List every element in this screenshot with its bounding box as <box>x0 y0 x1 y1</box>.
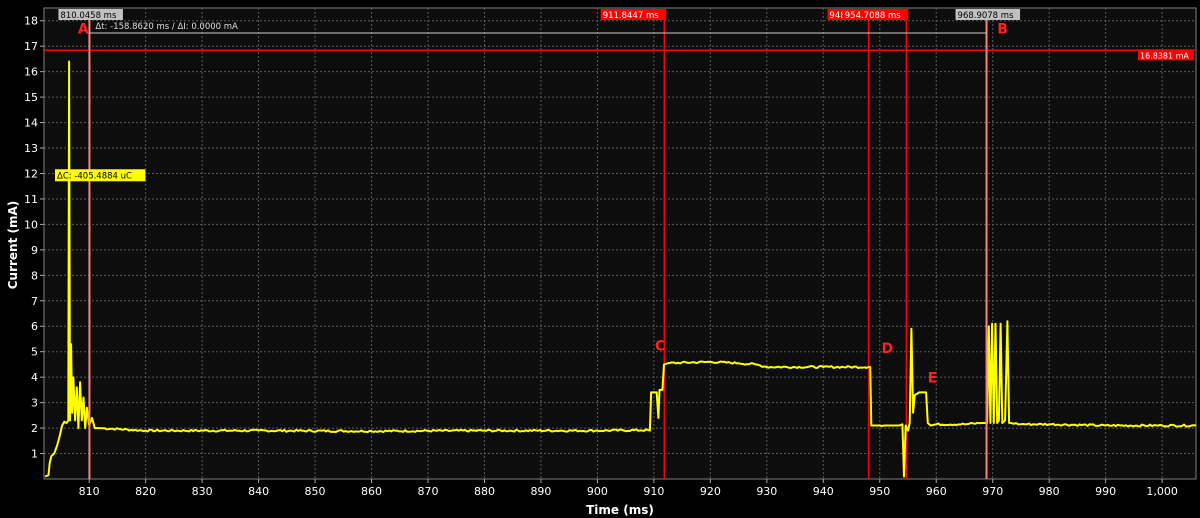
y-tick-label: 15 <box>24 91 38 104</box>
x-tick-label: 880 <box>474 485 495 498</box>
x-axis-ticks: 810 820 830 840 850 860 870 880 890 900 910 920 930 9… <box>79 479 1178 498</box>
x-tick-label: 950 <box>869 485 890 498</box>
threshold-label: 16.8381 mA <box>1140 51 1189 60</box>
marker-label: 911.8447 ms <box>603 11 660 21</box>
current-trace <box>44 60 1197 478</box>
y-tick-label: 14 <box>24 117 38 130</box>
threshold-label-box <box>1138 49 1194 61</box>
x-tick-label: 910 <box>643 485 664 498</box>
y-tick-label: 3 <box>31 397 38 410</box>
y-tick-label: 5 <box>31 346 38 359</box>
annotation-e: E <box>928 370 938 386</box>
x-tick-label: 840 <box>248 485 269 498</box>
charge-label-box <box>55 169 146 182</box>
marker-label-box <box>842 9 909 20</box>
x-tick-label: 870 <box>418 485 439 498</box>
y-tick-label: 7 <box>31 295 38 308</box>
plot-area[interactable] <box>43 7 1197 480</box>
x-tick-label: 960 <box>926 485 947 498</box>
x-tick-label: 930 <box>756 485 777 498</box>
y-tick-label: 4 <box>31 371 38 384</box>
x-axis-label: Time (ms) <box>586 503 654 517</box>
x-tick-label: 850 <box>305 485 326 498</box>
y-tick-label: 18 <box>24 15 38 28</box>
x-tick-label: 970 <box>982 485 1003 498</box>
x-tick-label: 990 <box>1095 485 1116 498</box>
y-tick-label: 9 <box>31 244 38 257</box>
x-tick-label: 890 <box>530 485 551 498</box>
x-tick-label: 980 <box>1039 485 1060 498</box>
y-tick-label: 2 <box>31 422 38 435</box>
x-tick-label: 900 <box>587 485 608 498</box>
annotation-a: A <box>78 21 89 37</box>
y-axis-label: Current (mA) <box>6 201 20 290</box>
x-tick-label: 810 <box>79 485 100 498</box>
marker-label: 954.7088 ms <box>845 11 902 21</box>
x-tick-label: 920 <box>700 485 721 498</box>
annotation-c: C <box>655 338 665 354</box>
y-tick-label: 8 <box>31 269 38 282</box>
grid-lines <box>44 8 1196 479</box>
y-tick-label: 12 <box>24 167 38 180</box>
annotation-d: D <box>881 341 893 357</box>
cursor-a-label: 810.0458 ms <box>60 11 117 21</box>
charge-label: ΔC: -405.4884 uC <box>57 171 132 181</box>
x-tick-label: 940 <box>813 485 834 498</box>
labels-layer: Δt: -158.8620 ms / ΔI: 0.0000 mA ΔC: -405… <box>55 22 238 182</box>
annotation-b: B <box>997 21 1008 37</box>
y-tick-label: 1 <box>31 448 38 461</box>
x-tick-label: 820 <box>135 485 156 498</box>
threshold-line-layer: 16.8381 mA <box>44 49 1196 61</box>
marker-lines-layer: 911.8447 ms948.026954.7088 ms <box>600 9 909 479</box>
y-tick-label: 6 <box>31 320 38 333</box>
marker-label-box <box>600 9 667 20</box>
cursor-b-label-box <box>955 9 1021 20</box>
x-tick-label: 830 <box>192 485 213 498</box>
cursor-a-label-box <box>58 9 123 20</box>
x-tick-label: 860 <box>361 485 382 498</box>
y-tick-label: 17 <box>24 40 38 53</box>
cursor-lines-layer: 810.0458 ms 968.9078 ms <box>58 9 1021 479</box>
x-tick-label: 1,000 <box>1146 485 1178 498</box>
y-tick-label: 16 <box>24 66 38 79</box>
delta-readout: Δt: -158.8620 ms / ΔI: 0.0000 mA <box>95 22 238 32</box>
trace-layer <box>44 60 1197 478</box>
y-tick-label: 11 <box>24 193 38 206</box>
annotations-layer: A B C D E <box>78 21 1008 386</box>
y-tick-label: 13 <box>24 142 38 155</box>
cursor-b-label: 968.9078 ms <box>958 11 1015 21</box>
y-tick-label: 10 <box>24 218 38 231</box>
